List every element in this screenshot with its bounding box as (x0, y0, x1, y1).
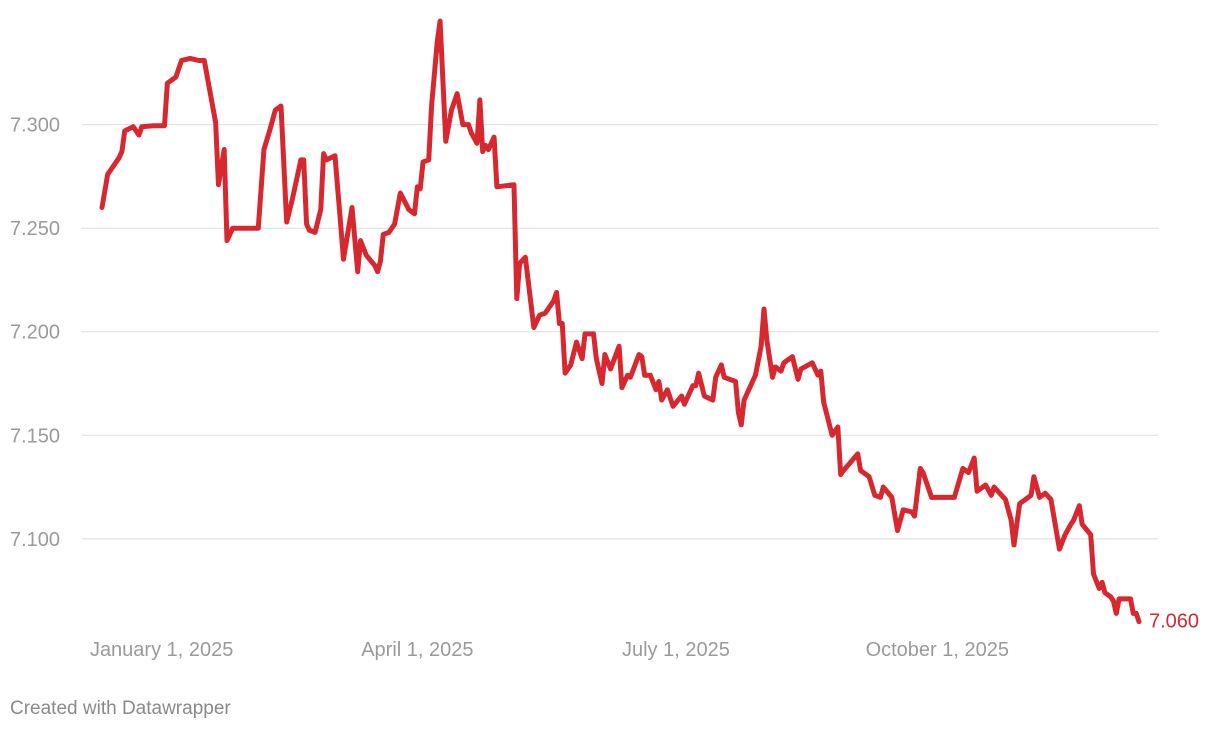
line (99, 18, 1142, 625)
x-tick-label: October 1, 2025 (866, 639, 1009, 661)
x-tick-label: January 1, 2025 (90, 639, 233, 661)
end-label: 7.060 (1149, 611, 1199, 633)
y-tick-label: 7.300 (10, 115, 60, 137)
x-tick-label: April 1, 2025 (361, 639, 473, 661)
x-tick-label: July 1, 2025 (622, 639, 730, 661)
y-tick-label: 7.100 (10, 529, 60, 551)
y-tick-label: 7.250 (10, 218, 60, 240)
y-tick-label: 7.200 (10, 322, 60, 344)
y-tick-label: 7.150 (10, 425, 60, 447)
credit: Created with Datawrapper (10, 698, 231, 719)
